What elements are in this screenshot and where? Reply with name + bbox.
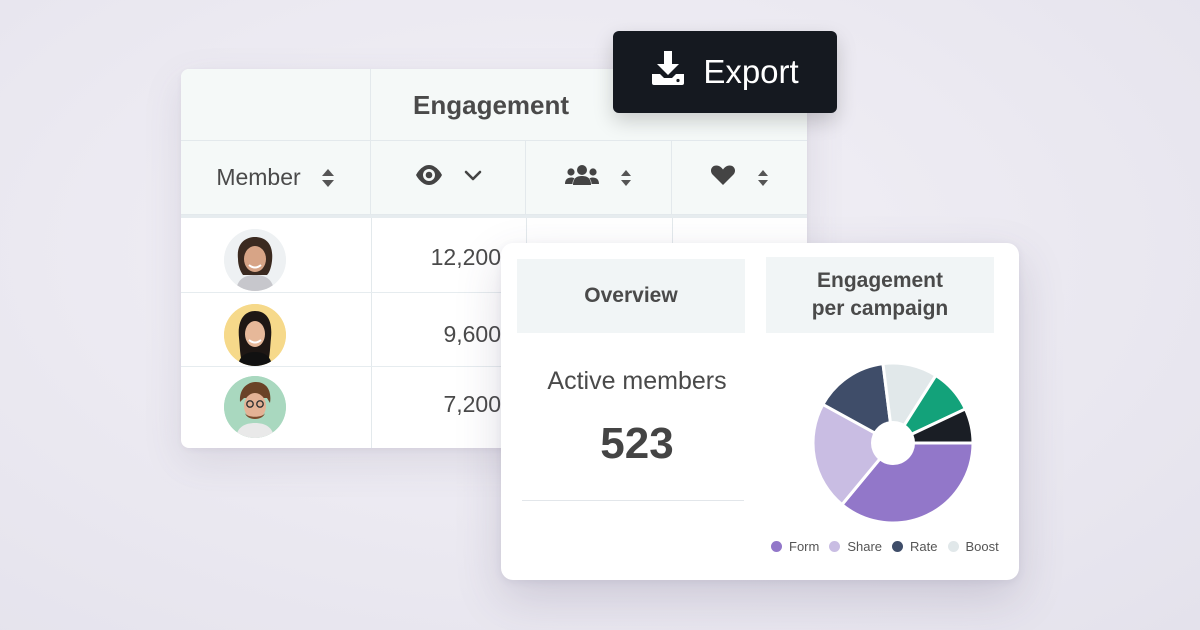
legend-item-boost: Boost	[947, 539, 999, 554]
engagement-pie-chart	[811, 361, 975, 525]
active-members-value: 523	[600, 419, 674, 468]
pie-slice-share	[811, 402, 896, 507]
pie-slice-form	[839, 441, 975, 525]
views-column-header[interactable]	[371, 141, 526, 215]
campaign-title-line2: per campaign	[811, 297, 949, 320]
sort-icon[interactable]	[321, 168, 335, 188]
export-button[interactable]: Export	[613, 31, 837, 113]
legend-dot	[771, 541, 782, 552]
legend-label: Rate	[910, 539, 938, 554]
legend-dot	[829, 541, 841, 552]
overview-header: Overview	[517, 259, 745, 333]
empty-header-cell	[181, 69, 371, 141]
legend-dot	[892, 541, 904, 552]
avatar	[224, 304, 286, 366]
campaign-title-line1: Engagement	[816, 269, 944, 292]
legend-label: Share	[847, 539, 883, 554]
avatar	[224, 376, 286, 438]
sort-icon[interactable]	[756, 168, 770, 188]
export-label: Export	[703, 53, 799, 90]
member-column-label: Member	[216, 164, 301, 190]
views-value: 12,200	[430, 244, 501, 270]
engagement-group-title: Engagement	[413, 89, 570, 120]
overview-card: Overview Engagement per campaign Active …	[501, 243, 1019, 580]
campaign-header: Engagement per campaign	[766, 257, 994, 333]
legend-label: Form	[789, 539, 820, 554]
download-icon	[651, 50, 685, 94]
pie-center-hole	[871, 421, 915, 465]
sort-icon[interactable]	[619, 168, 633, 188]
legend-item-form: Form	[771, 539, 819, 554]
legend-item-share: Share	[829, 539, 882, 554]
heart-icon	[710, 164, 736, 191]
active-members-label: Active members	[547, 367, 727, 395]
views-value: 9,600	[443, 321, 501, 347]
chart-legend: Form Share Rate Boost	[771, 539, 999, 554]
pie-slice-rate	[820, 361, 895, 446]
legend-item-rate: Rate	[892, 539, 938, 554]
header-divider	[181, 215, 807, 218]
legend-label: Boost	[965, 539, 999, 554]
chevron-down-icon[interactable]	[464, 169, 482, 187]
avatar	[224, 229, 286, 291]
overview-divider	[522, 500, 744, 501]
legend-dot	[947, 541, 959, 552]
likes-column-header[interactable]	[672, 141, 807, 215]
group-icon	[564, 164, 599, 191]
views-value: 7,200	[443, 391, 501, 417]
members-column-header[interactable]	[526, 141, 672, 215]
eye-icon	[414, 164, 444, 191]
member-column-header[interactable]: Member	[181, 141, 371, 215]
